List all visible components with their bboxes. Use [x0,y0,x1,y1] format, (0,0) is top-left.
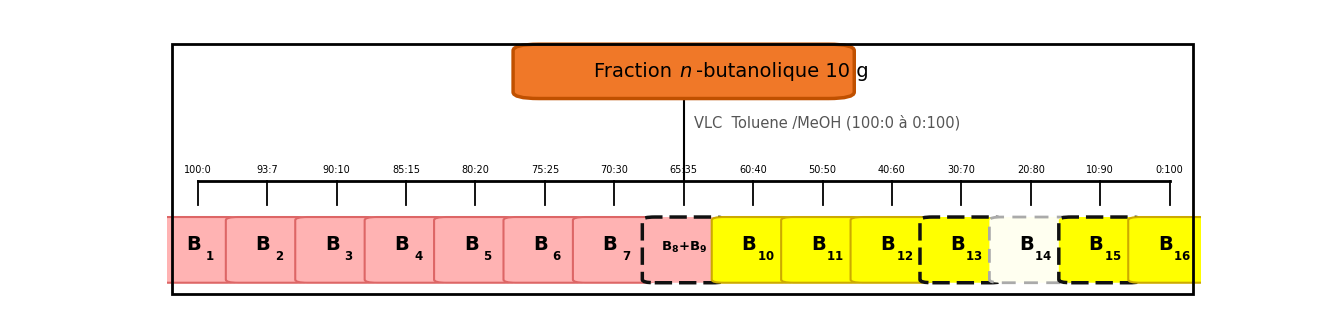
Text: $\mathbf{7}$: $\mathbf{7}$ [622,250,631,263]
Text: $\mathbf{16}$: $\mathbf{16}$ [1173,250,1191,263]
FancyBboxPatch shape [851,217,934,283]
Text: $\mathbf{B}$: $\mathbf{B}$ [603,235,618,254]
Text: $\mathbf{B}$: $\mathbf{B}$ [880,235,895,254]
Text: $\mathbf{B}$: $\mathbf{B}$ [394,235,410,254]
FancyBboxPatch shape [572,217,655,283]
FancyBboxPatch shape [225,217,308,283]
Text: $\mathbf{B}$: $\mathbf{B}$ [1089,235,1103,254]
Text: 70:30: 70:30 [600,165,628,175]
Text: $\mathbf{12}$: $\mathbf{12}$ [895,250,912,263]
Text: 30:70: 30:70 [947,165,975,175]
Text: $\mathbf{13}$: $\mathbf{13}$ [964,250,982,263]
Text: 65:35: 65:35 [670,165,698,175]
Text: $\mathbf{6}$: $\mathbf{6}$ [552,250,562,263]
Text: 90:10: 90:10 [323,165,351,175]
Text: $\mathbf{B}$: $\mathbf{B}$ [185,235,201,254]
Text: 20:80: 20:80 [1017,165,1045,175]
Text: 75:25: 75:25 [531,165,559,175]
Text: 40:60: 40:60 [878,165,906,175]
FancyBboxPatch shape [990,217,1073,283]
Text: $\mathbf{10}$: $\mathbf{10}$ [756,250,774,263]
Text: 50:50: 50:50 [808,165,836,175]
Text: Fraction: Fraction [594,62,679,81]
FancyBboxPatch shape [712,217,795,283]
Text: $\mathbf{B}$: $\mathbf{B}$ [811,235,826,254]
Text: $\mathbf{15}$: $\mathbf{15}$ [1103,250,1122,263]
Text: $\mathbf{B}$: $\mathbf{B}$ [1158,235,1173,254]
FancyBboxPatch shape [514,44,854,98]
FancyBboxPatch shape [1129,217,1211,283]
Text: 100:0: 100:0 [184,165,212,175]
Text: $\mathbf{B_8}$$\mathbf{+B_9}$: $\mathbf{B_8}$$\mathbf{+B_9}$ [660,240,707,255]
Text: $\mathbf{14}$: $\mathbf{14}$ [1034,250,1053,263]
Text: -butanolique 10 g: -butanolique 10 g [696,62,868,81]
Text: $\mathbf{4}$: $\mathbf{4}$ [414,250,423,263]
FancyBboxPatch shape [782,217,864,283]
FancyBboxPatch shape [503,217,586,283]
Text: $\mathbf{5}$: $\mathbf{5}$ [483,250,492,263]
Text: 10:90: 10:90 [1086,165,1114,175]
Text: 0:100: 0:100 [1155,165,1183,175]
Text: 80:20: 80:20 [462,165,490,175]
Text: 85:15: 85:15 [392,165,420,175]
Text: $\mathbf{B}$: $\mathbf{B}$ [534,235,548,254]
Text: $\mathbf{B}$: $\mathbf{B}$ [255,235,271,254]
FancyBboxPatch shape [434,217,516,283]
Text: $\mathbf{B}$: $\mathbf{B}$ [324,235,340,254]
FancyBboxPatch shape [1059,217,1142,283]
Text: $\mathbf{B}$: $\mathbf{B}$ [950,235,964,254]
Text: 93:7: 93:7 [256,165,277,175]
FancyBboxPatch shape [156,217,239,283]
Text: n: n [679,62,692,81]
Text: $\mathbf{3}$: $\mathbf{3}$ [344,250,354,263]
Text: $\mathbf{B}$: $\mathbf{B}$ [464,235,479,254]
Text: $\mathbf{B}$: $\mathbf{B}$ [1019,235,1034,254]
Text: $\mathbf{1}$: $\mathbf{1}$ [205,250,215,263]
FancyBboxPatch shape [364,217,447,283]
FancyBboxPatch shape [295,217,378,283]
Text: VLC  Toluene /MeOH (100:0 à 0:100): VLC Toluene /MeOH (100:0 à 0:100) [694,115,960,131]
Text: $\mathbf{2}$: $\mathbf{2}$ [275,250,284,263]
Text: 60:40: 60:40 [739,165,767,175]
Text: $\mathbf{11}$: $\mathbf{11}$ [826,250,843,263]
Text: $\mathbf{B}$: $\mathbf{B}$ [742,235,756,254]
FancyBboxPatch shape [643,217,726,283]
FancyBboxPatch shape [920,217,1003,283]
